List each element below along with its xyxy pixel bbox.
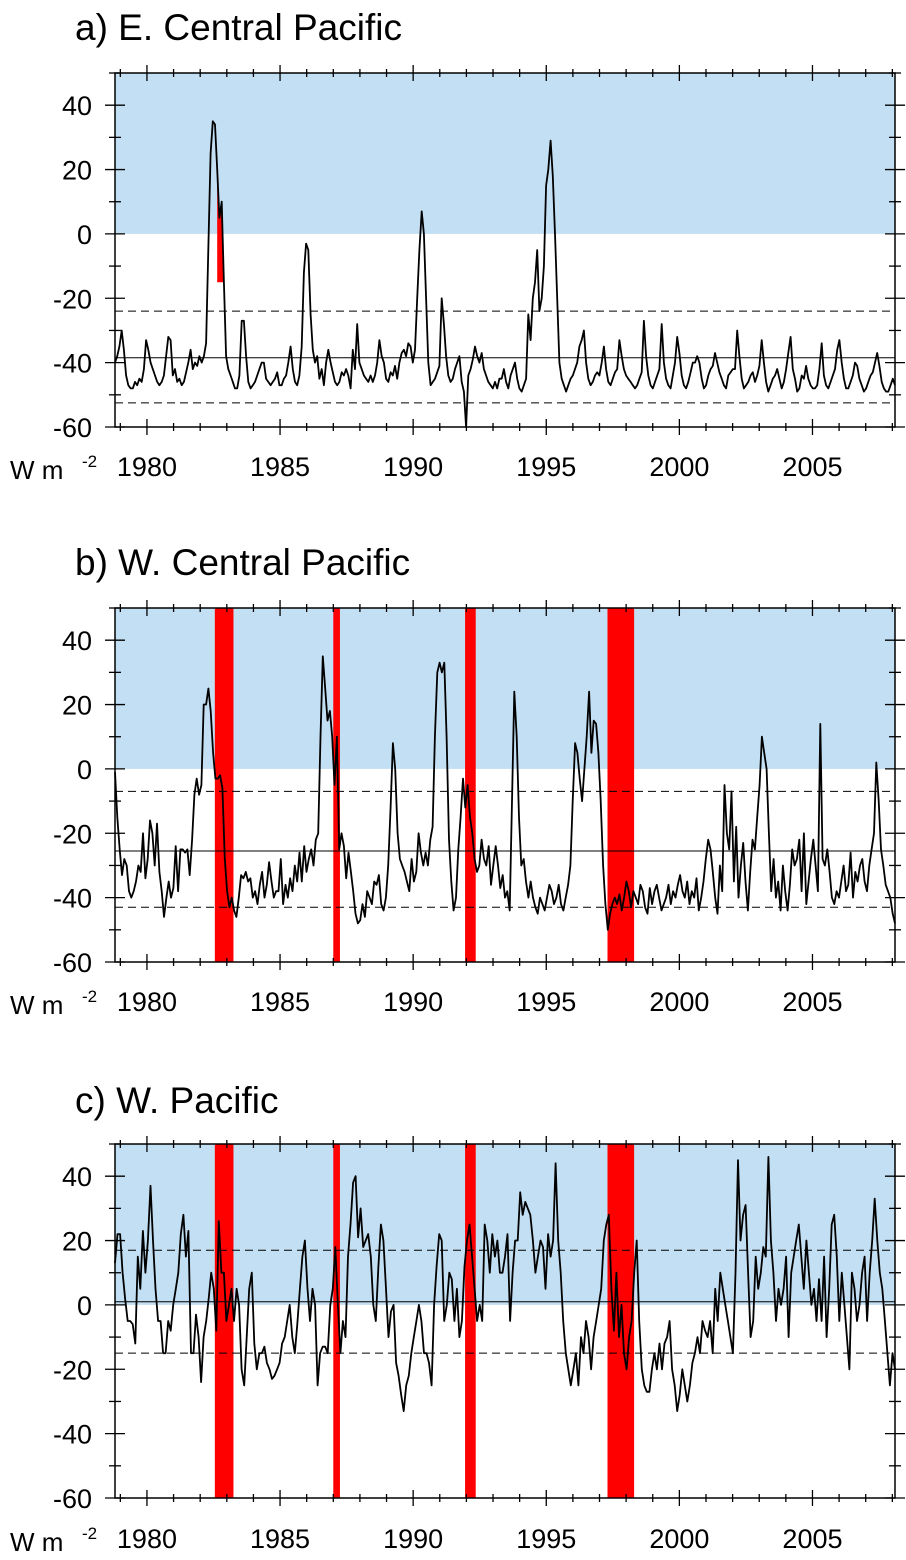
panel-c: -60 -40 -20 0 20 40 1980 1985 1990 1995 2000 2005 W …: [10, 1080, 905, 1557]
panel-b-title: b) W. Central Pacific: [75, 542, 410, 583]
panel-a-ytick-label: 40: [62, 91, 92, 121]
panel-b-ytick-label: 40: [62, 626, 92, 656]
panel-c-series-line: [114, 1156, 896, 1412]
panel-b-ytick-label: 20: [62, 691, 92, 721]
panel-b-ytick-label: -60: [53, 948, 92, 978]
panel-b-event-bar: [465, 608, 476, 962]
panel-b-ytick-label: -20: [53, 819, 92, 849]
panel-a-xtick-label: 2005: [782, 452, 842, 482]
panel-a-series-line: [114, 120, 896, 428]
panel-c-title: c) W. Pacific: [75, 1080, 279, 1121]
panel-c-xtick-label: 1990: [383, 1524, 443, 1554]
panel-c-xtick-label: 1995: [516, 1524, 576, 1554]
panel-a-positive-shading: [115, 73, 895, 234]
panel-c-ytick-label: -40: [53, 1420, 92, 1450]
panel-b-event-bar: [214, 608, 234, 962]
panel-c-event-bar: [214, 1144, 234, 1498]
panel-b-xtick-label: 2000: [649, 987, 709, 1017]
panel-b-xtick-label: 1995: [516, 987, 576, 1017]
panel-c-xtick-label: 2005: [782, 1524, 842, 1554]
panel-a-xtick-label: 1995: [516, 452, 576, 482]
panel-c-event-bar: [333, 1144, 340, 1498]
panel-a-ytick-label: 20: [62, 156, 92, 186]
panel-c-xtick-label: 1980: [117, 1524, 177, 1554]
panel-c-unit-exponent: -2: [82, 1524, 97, 1543]
panel-c-positive-shading: [115, 1144, 895, 1305]
panel-b-frame: [114, 607, 896, 963]
panel-b-positive-shading: [115, 608, 895, 769]
panel-a-xtick-label: 1990: [383, 452, 443, 482]
panel-c-xtick-label: 2000: [649, 1524, 709, 1554]
panel-a-xtick-label: 1980: [117, 452, 177, 482]
panel-b-xtick-label: 1990: [383, 987, 443, 1017]
panel-a-unit-exponent: -2: [82, 452, 97, 471]
panel-b-unit-label: W m: [10, 990, 63, 1020]
panel-a-ytick-label: 0: [77, 220, 92, 250]
panel-c-ytick-label: 40: [62, 1162, 92, 1192]
panel-a-xtick-label: 2000: [649, 452, 709, 482]
panel-b-event-bar: [333, 608, 340, 962]
panel-b-series-line: [114, 655, 896, 931]
panel-c-xtick-label: 1985: [250, 1524, 310, 1554]
panel-b-xtick-label: 1980: [117, 987, 177, 1017]
panel-a-title: a) E. Central Pacific: [75, 7, 402, 48]
panel-b-xtick-label: 1985: [250, 987, 310, 1017]
panel-c-unit-label: W m: [10, 1527, 63, 1557]
panel-b-ytick-label: -40: [53, 884, 92, 914]
panel-c-ytick-label: -20: [53, 1355, 92, 1385]
panel-c-ytick-label: 20: [62, 1227, 92, 1257]
panel-b: -60 -40 -20 0 20 40 1980 1985 1990 1995 2000 2005 W …: [10, 542, 905, 1020]
panel-a-frame: [114, 72, 896, 428]
panel-b-unit-exponent: -2: [82, 987, 97, 1006]
panel-a-xtick-label: 1985: [250, 452, 310, 482]
panel-b-ytick-label: 0: [77, 755, 92, 785]
panel-a-ytick-label: -40: [53, 349, 92, 379]
panel-b-xtick-label: 2005: [782, 987, 842, 1017]
panel-a-unit-label: W m: [10, 455, 63, 485]
panel-a-event-fill: [217, 169, 233, 283]
panel-a: -60 -40 -20 0 20 40 1980 1985 1990 1995 2000 2005 W …: [10, 7, 905, 485]
panel-c-ytick-label: -60: [53, 1484, 92, 1514]
panel-c-ytick-label: 0: [77, 1291, 92, 1321]
panel-c-event-bar: [465, 1144, 476, 1498]
panel-c-frame: [114, 1143, 896, 1499]
panel-a-ytick-label: -20: [53, 284, 92, 314]
panel-a-ytick-label: -60: [53, 413, 92, 443]
